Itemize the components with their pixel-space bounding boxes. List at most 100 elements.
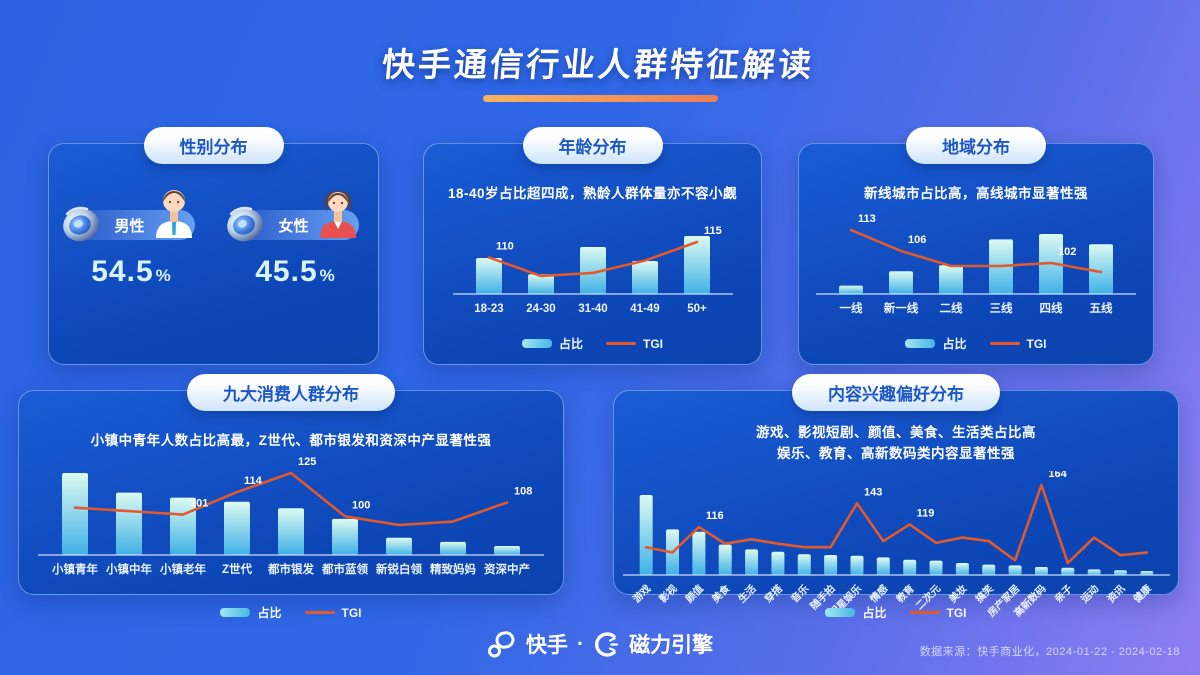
megaphone-icon	[226, 206, 263, 242]
tgi-point-label: 143	[863, 486, 881, 498]
bar	[224, 501, 250, 555]
category-label: 都市银发	[267, 562, 314, 576]
category-label: 18-23	[474, 303, 503, 315]
age-card-subtitle: 18-40岁占比超四成，熟龄人群体量亦不容小觑	[447, 186, 738, 201]
category-label: 美食	[709, 581, 733, 605]
male-label: 男性	[114, 217, 145, 235]
gender-row: 男性 54.5%	[49, 190, 378, 289]
tgi-point-label: 113	[858, 213, 876, 225]
category-label: 四线	[1040, 301, 1063, 315]
tgi-point-label: 100	[352, 499, 370, 511]
title-underline	[482, 95, 718, 102]
category-label: 新一线	[884, 301, 919, 315]
content-subtitle-line2: 娱乐、教育、高新数码类内容显著性强	[777, 445, 1015, 461]
category-label: 穿搭	[761, 581, 785, 605]
female-stat: 女性 45.5%	[226, 191, 359, 289]
bar	[639, 494, 653, 575]
bar	[631, 260, 658, 294]
tgi-line	[849, 228, 1103, 274]
bar	[929, 560, 943, 575]
bar	[889, 271, 913, 294]
consumer-chart: 小镇青年 小镇中年 小镇老年 Z世代 都市银发 都市蓝领 新锐白领 精致妈妈 资深中产 101 11…	[38, 456, 544, 576]
page-title: 快手通信行业人群特征解读	[380, 46, 816, 83]
bar-legend-label: 占比	[257, 606, 282, 620]
female-avatar-icon	[319, 191, 356, 238]
region-legend: 占比 TGI	[799, 335, 1153, 352]
consumer-card-subtitle: 小镇中青年人数占比高最，Z世代、都市银发和资深中产显著性强	[90, 433, 492, 448]
magnet-engine-logo-icon	[595, 631, 619, 657]
consumer-legend: 占比 TGI	[18, 604, 564, 621]
kuaishou-logo-icon	[487, 630, 515, 657]
gender-card-title: 性别分布	[143, 127, 284, 164]
category-label: 小镇青年	[51, 562, 98, 576]
age-chart: 18-23 24-30 31-40 41-49 50+ 110 115	[452, 225, 733, 315]
category-label: 搞笑	[972, 582, 995, 605]
category-label: 颜值	[682, 582, 705, 605]
category-label: 三线	[990, 301, 1013, 315]
female-pill: 女性	[226, 191, 359, 242]
bar	[823, 554, 837, 575]
male-pill: 男性	[62, 190, 195, 242]
bar	[849, 555, 863, 575]
category-label: Z世代	[222, 562, 253, 576]
bar-legend-label: 占比	[942, 337, 967, 351]
tgi-line	[487, 240, 698, 278]
category-label: 都市蓝领	[321, 562, 368, 576]
category-label: 运动	[1077, 582, 1100, 605]
category-label: 亲子	[1051, 582, 1074, 605]
bar	[770, 551, 784, 575]
category-label: 美妆	[946, 582, 969, 605]
region-distribution-card: 地域分布 新线城市占比高，高线城市显著性强 一线 新一线 二线 三线 四线 五线 113 10…	[798, 127, 1154, 365]
region-chart: 一线 新一线 二线 三线 四线 五线 113 106 102	[816, 213, 1136, 315]
bar	[1008, 565, 1022, 575]
gender-card: 性别分布 男性	[48, 127, 379, 365]
category-label: 精致妈妈	[430, 562, 476, 576]
bar	[1034, 566, 1048, 575]
bar	[579, 247, 606, 294]
bar	[797, 554, 811, 575]
tgi-point-label: 108	[514, 485, 532, 497]
line-legend-label: TGI	[341, 605, 362, 620]
category-label: 健康	[1130, 581, 1154, 605]
footer: 快手 · 磁力引擎	[0, 629, 1200, 659]
male-avatar-icon	[155, 190, 192, 238]
male-stat: 男性 54.5%	[62, 190, 195, 289]
category-label: 二线	[940, 301, 963, 315]
brand-magnet-engine: 磁力引擎	[629, 634, 714, 657]
tgi-point-label: 110	[496, 240, 514, 252]
bar	[527, 274, 554, 294]
megaphone-icon	[62, 206, 99, 242]
tgi-point-label: 114	[244, 475, 263, 487]
content-subtitle-line1: 游戏、影视短剧、颜值、美食、生活类占比高	[756, 425, 1036, 440]
category-label: 31-40	[578, 303, 607, 315]
tgi-point-label: 115	[704, 225, 722, 237]
tgi-point-label: 101	[190, 498, 208, 510]
bar	[494, 545, 520, 555]
age-distribution-card: 年龄分布 18-40岁占比超四成，熟龄人群体量亦不容小觑 18-23 24-30 3…	[423, 127, 762, 365]
bar-legend-swatch	[220, 608, 251, 617]
header: 快手通信行业人群特征解读	[0, 0, 1200, 102]
bar	[691, 531, 705, 575]
region-card-title: 地域分布	[906, 127, 1046, 164]
bar	[902, 559, 916, 575]
bar-legend-swatch	[521, 339, 552, 348]
bar	[1113, 570, 1127, 575]
line-legend-label: TGI	[643, 336, 663, 351]
tgi-point-label: 116	[705, 510, 723, 522]
content-interest-card: 内容兴趣偏好分布 游戏、影视短剧、颜值、美食、生活类占比高 娱乐、教育、高新数码…	[613, 374, 1179, 619]
line-legend-swatch	[304, 611, 335, 614]
bar	[386, 537, 412, 555]
tgi-line	[644, 483, 1148, 565]
brand-kuaishou: 快手	[525, 634, 568, 657]
age-legend: 占比 TGI	[424, 335, 761, 352]
category-label: 资深中产	[484, 562, 530, 576]
bar	[955, 562, 969, 575]
data-source: 数据来源：快手商业化，2024-01-22 - 2024-02-18	[919, 646, 1180, 658]
tgi-line	[73, 471, 509, 527]
line-legend-label: TGI	[946, 605, 967, 620]
bar	[683, 236, 710, 294]
bar	[475, 258, 502, 294]
category-label: 资讯	[1104, 582, 1127, 605]
brand-separator: ·	[576, 631, 585, 656]
consumer-card-title: 九大消费人群分布	[187, 374, 395, 411]
